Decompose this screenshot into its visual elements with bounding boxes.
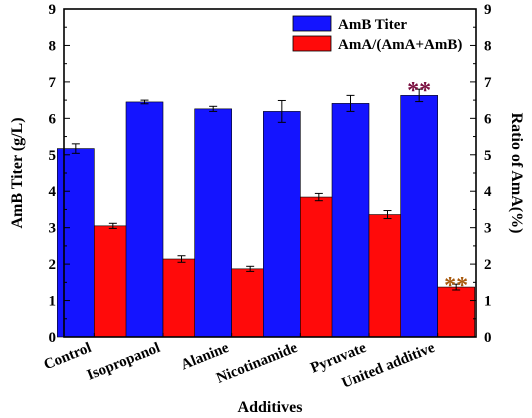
y-right-tick-label-5: 5: [484, 148, 492, 164]
legend: AmB Titer AmA/(AmA+AmB): [292, 15, 462, 53]
y-right-tick-label-9: 9: [484, 2, 492, 18]
significance-marker-0: **: [407, 78, 431, 104]
y-axis-right-title: Ratio of AmA(%): [508, 113, 525, 234]
y-left-tick-label-6: 6: [49, 111, 57, 127]
y-axis-left-title: AmB Titer (g/L): [9, 117, 26, 228]
bar-ama-ratio-3: [300, 196, 338, 338]
error-bar-amb-titer-3: [277, 99, 286, 123]
error-bar-amb-titer-0: [71, 143, 80, 154]
y-left-tick-label-5: 5: [49, 148, 57, 164]
y-right-tick-label-1: 1: [484, 294, 492, 310]
error-bar-ama-ratio-1: [177, 255, 186, 263]
bar-ama-ratio-4: [368, 214, 407, 338]
bar-amb-titer-2: [194, 108, 232, 338]
y-right-tick-label-4: 4: [484, 184, 492, 200]
error-bar-amb-titer-1: [140, 99, 149, 105]
legend-label-ama-ratio: AmA/(AmA+AmB): [338, 37, 462, 53]
y-left-tick-label-8: 8: [49, 38, 57, 54]
y-right-tick-label-8: 8: [484, 38, 492, 54]
bar-amb-titer-3: [263, 111, 301, 338]
y-right-tick-label-6: 6: [484, 111, 492, 127]
error-bar-ama-ratio-3: [314, 192, 323, 202]
error-bar-ama-ratio-0: [108, 222, 117, 229]
bar-amb-titer-4: [331, 103, 370, 338]
x-tick-label-1: Isopropanol: [85, 340, 163, 384]
bar-amb-titer-0: [57, 148, 95, 338]
legend-swatch-amb-titer: [292, 15, 332, 32]
error-bar-ama-ratio-5: [452, 283, 461, 291]
bar-amb-titer-5: [400, 95, 438, 338]
bar-ama-ratio-1: [162, 258, 201, 338]
bar-ama-ratio-5: [437, 286, 475, 338]
x-axis-title: Additives: [238, 399, 303, 416]
y-right-tick-label-0: 0: [484, 330, 492, 346]
error-bar-amb-titer-5: [415, 88, 424, 103]
error-bar-ama-ratio-4: [383, 210, 392, 220]
bar-ama-ratio-0: [94, 225, 132, 338]
y-left-tick-label-0: 0: [49, 330, 57, 346]
error-bar-amb-titer-4: [346, 94, 355, 112]
bar-amb-titer-1: [125, 101, 164, 338]
y-right-tick-label-3: 3: [484, 221, 492, 237]
y-left-tick-label-3: 3: [49, 221, 57, 237]
legend-label-amb-titer: AmB Titer: [338, 17, 407, 33]
legend-swatch-ama-ratio: [292, 35, 332, 52]
y-left-tick-label-9: 9: [49, 2, 57, 18]
y-left-tick-label-1: 1: [49, 294, 57, 310]
y-right-tick-label-7: 7: [484, 75, 492, 91]
error-bar-amb-titer-2: [209, 105, 218, 112]
y-left-tick-label-4: 4: [49, 184, 57, 200]
y-left-tick-label-2: 2: [49, 257, 57, 273]
error-bar-ama-ratio-2: [246, 265, 255, 272]
y-right-tick-label-2: 2: [484, 257, 492, 273]
significance-marker-1: **: [444, 273, 468, 299]
y-left-tick-label-7: 7: [49, 75, 57, 91]
